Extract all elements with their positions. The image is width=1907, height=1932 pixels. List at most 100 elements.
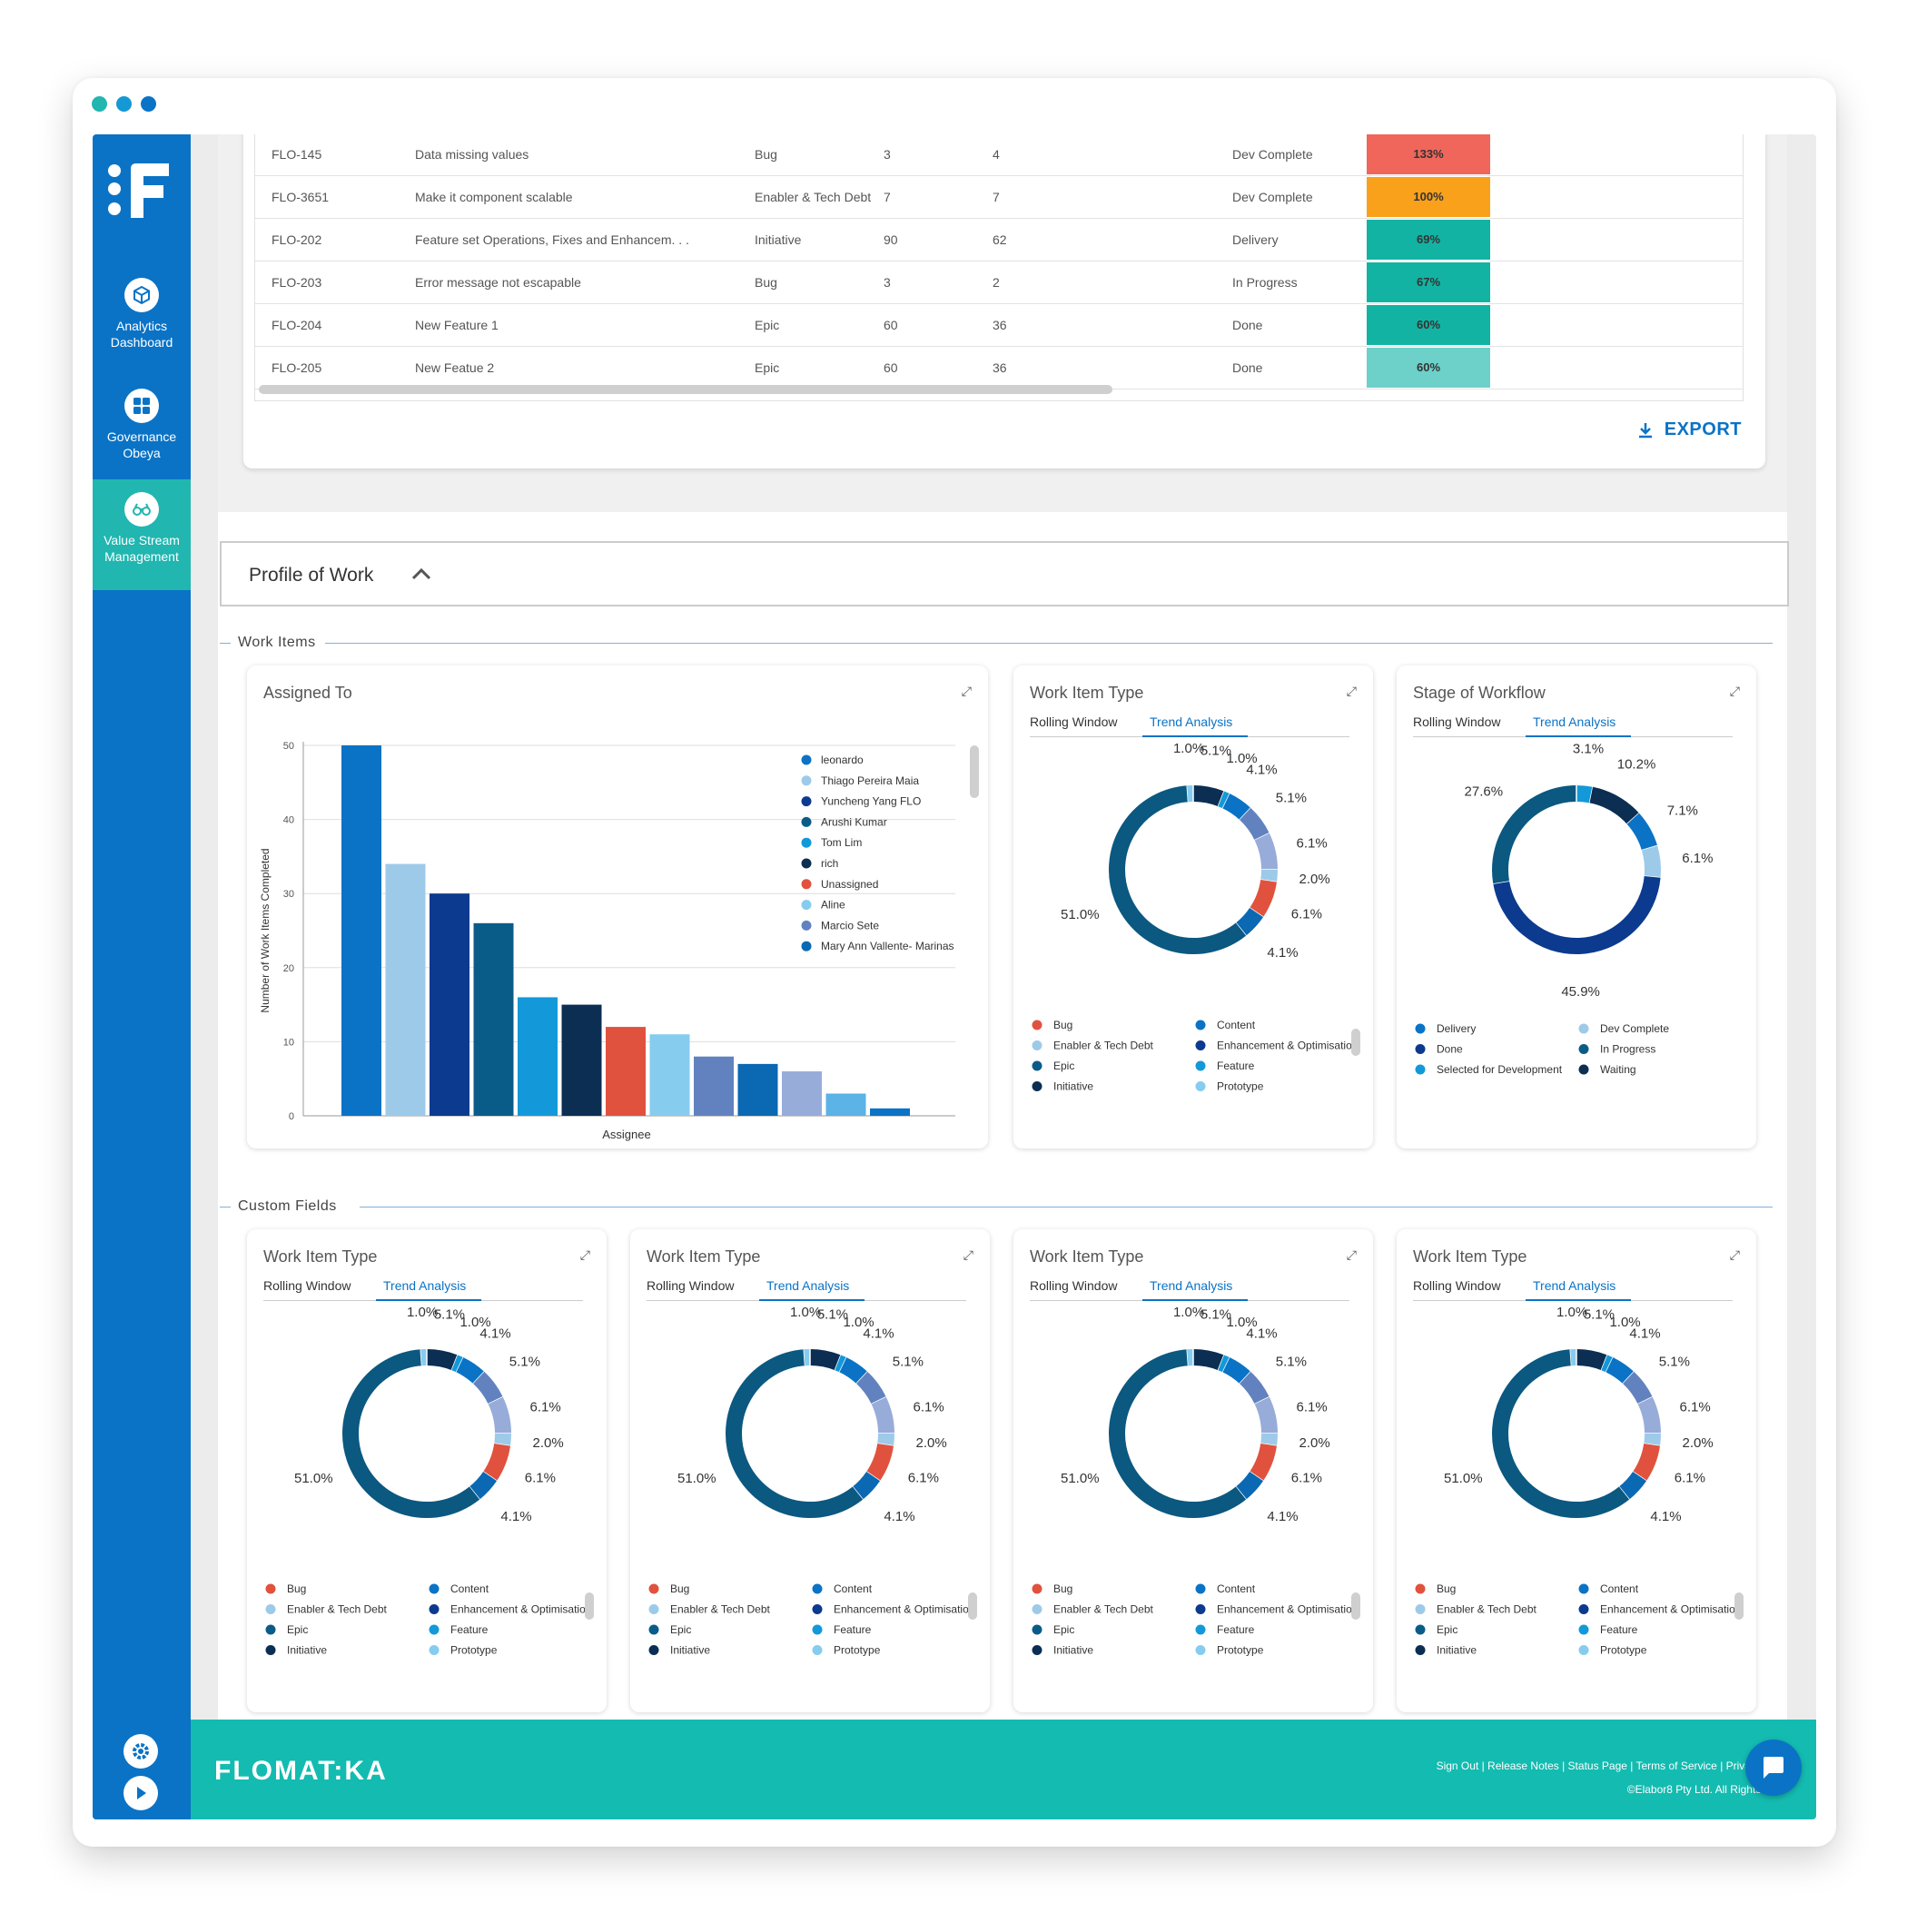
- expand-icon[interactable]: ⤢: [1729, 684, 1740, 698]
- bar[interactable]: [694, 1056, 734, 1116]
- donut-slice[interactable]: [1222, 1357, 1251, 1385]
- donut-slice[interactable]: [456, 1357, 485, 1385]
- expand-icon[interactable]: ⤢: [1729, 1247, 1740, 1262]
- legend-scrollbar[interactable]: [585, 1592, 594, 1620]
- legend-label[interactable]: Enabler & Tech Debt: [1053, 1040, 1154, 1052]
- donut-slice[interactable]: [1641, 845, 1661, 878]
- legend-label[interactable]: Content: [1217, 1582, 1256, 1595]
- legend-label[interactable]: Content: [1600, 1582, 1639, 1595]
- horizontal-scrollbar[interactable]: [259, 385, 1112, 394]
- legend-label[interactable]: Feature: [1217, 1060, 1255, 1072]
- tab-trend-analysis[interactable]: Trend Analysis: [1533, 715, 1616, 729]
- legend-label[interactable]: Dev Complete: [1600, 1022, 1669, 1035]
- profile-of-work-header[interactable]: Profile of Work: [220, 541, 1789, 606]
- donut-slice[interactable]: [426, 1349, 459, 1371]
- legend-label[interactable]: Epic: [1053, 1623, 1074, 1636]
- legend-label[interactable]: Prototype: [1600, 1644, 1647, 1657]
- tab-rolling-window[interactable]: Rolling Window: [1413, 715, 1501, 729]
- legend-label[interactable]: rich: [821, 857, 838, 870]
- tab-rolling-window[interactable]: Rolling Window: [1413, 1278, 1501, 1293]
- flomatika-logo-icon[interactable]: [107, 162, 174, 220]
- legend-scrollbar[interactable]: [1734, 1592, 1744, 1620]
- tab-trend-analysis[interactable]: Trend Analysis: [1150, 1278, 1233, 1293]
- expand-icon[interactable]: ⤢: [1346, 684, 1357, 698]
- tab-trend-analysis[interactable]: Trend Analysis: [766, 1278, 850, 1293]
- legend-label[interactable]: Selected for Development: [1437, 1063, 1563, 1076]
- legend-label[interactable]: Bug: [287, 1582, 306, 1595]
- donut-slice[interactable]: [1218, 1355, 1230, 1373]
- donut-slice[interactable]: [1249, 1443, 1277, 1482]
- table-row[interactable]: FLO-203 Error message not escapable Bug 3 2 I…: [255, 262, 1743, 304]
- donut-slice[interactable]: [1632, 1443, 1660, 1482]
- tab-trend-analysis[interactable]: Trend Analysis: [1150, 715, 1233, 729]
- donut-slice[interactable]: [451, 1355, 464, 1373]
- legend-label[interactable]: Enhancement & Optimisation: [1600, 1603, 1741, 1616]
- sidebar-item-governance-obeya[interactable]: Governance Obeya: [93, 381, 191, 492]
- donut-slice[interactable]: [1239, 807, 1270, 841]
- donut-slice[interactable]: [1260, 869, 1278, 882]
- expand-icon[interactable]: ⤢: [579, 1247, 590, 1262]
- legend-label[interactable]: Thiago Pereira Maia: [821, 774, 919, 787]
- legend-label[interactable]: Bug: [1437, 1582, 1456, 1595]
- legend-label[interactable]: Marcio Sete: [821, 919, 879, 932]
- legend-label[interactable]: In Progress: [1600, 1043, 1655, 1056]
- legend-label[interactable]: Initiative: [1053, 1644, 1093, 1657]
- bar[interactable]: [518, 997, 558, 1116]
- expand-icon[interactable]: ⤢: [963, 1247, 973, 1262]
- legend-label[interactable]: Mary Ann Vallente- Marinas: [821, 940, 954, 952]
- donut-slice[interactable]: [1493, 875, 1661, 954]
- bar[interactable]: [430, 893, 469, 1116]
- donut-slice[interactable]: [835, 1355, 847, 1373]
- bar[interactable]: [825, 1093, 866, 1116]
- donut-slice[interactable]: [1218, 791, 1230, 809]
- legend-label[interactable]: Prototype: [450, 1644, 498, 1657]
- legend-label[interactable]: Content: [1217, 1019, 1256, 1031]
- legend-label[interactable]: Feature: [834, 1623, 872, 1636]
- window-dot[interactable]: [116, 96, 132, 112]
- bar[interactable]: [473, 922, 514, 1116]
- donut-slice[interactable]: [1254, 1396, 1278, 1434]
- donut-slice[interactable]: [482, 1443, 510, 1482]
- legend-label[interactable]: Enabler & Tech Debt: [1053, 1603, 1154, 1616]
- tab-rolling-window[interactable]: Rolling Window: [1030, 715, 1118, 729]
- legend-label[interactable]: Enabler & Tech Debt: [287, 1603, 388, 1616]
- legend-label[interactable]: Prototype: [1217, 1080, 1264, 1093]
- legend-label[interactable]: Enhancement & Optimisation: [450, 1603, 591, 1616]
- donut-slice[interactable]: [342, 1349, 480, 1518]
- legend-label[interactable]: Enhancement & Optimisation: [1217, 1040, 1358, 1052]
- donut-slice[interactable]: [852, 1471, 881, 1500]
- legend-label[interactable]: Feature: [1600, 1623, 1638, 1636]
- legend-label[interactable]: Enabler & Tech Debt: [670, 1603, 771, 1616]
- donut-slice[interactable]: [1622, 1371, 1653, 1405]
- donut-slice[interactable]: [1626, 813, 1658, 851]
- donut-slice[interactable]: [1239, 1371, 1270, 1405]
- donut-slice[interactable]: [1249, 879, 1277, 918]
- expand-icon[interactable]: ⤢: [1346, 1247, 1357, 1262]
- donut-slice[interactable]: [1254, 833, 1278, 871]
- window-dot[interactable]: [141, 96, 156, 112]
- legend-label[interactable]: Prototype: [834, 1644, 881, 1657]
- legend-label[interactable]: Arushi Kumar: [821, 815, 887, 828]
- donut-slice[interactable]: [488, 1396, 511, 1434]
- donut-slice[interactable]: [809, 1349, 842, 1371]
- donut-slice[interactable]: [1235, 907, 1264, 936]
- legend-label[interactable]: Epic: [1437, 1623, 1457, 1636]
- donut-slice[interactable]: [1601, 1355, 1614, 1373]
- tab-trend-analysis[interactable]: Trend Analysis: [383, 1278, 467, 1293]
- export-button[interactable]: EXPORT: [1637, 419, 1742, 440]
- legend-label[interactable]: Enhancement & Optimisation: [834, 1603, 974, 1616]
- legend-label[interactable]: Tom Lim: [821, 836, 862, 849]
- donut-slice[interactable]: [1589, 786, 1639, 824]
- tab-rolling-window[interactable]: Rolling Window: [1030, 1278, 1118, 1293]
- table-row[interactable]: FLO-3651 Make it component scalable Enable…: [255, 177, 1743, 219]
- legend-label[interactable]: Bug: [670, 1582, 689, 1595]
- donut-slice[interactable]: [1192, 785, 1225, 807]
- donut-slice[interactable]: [494, 1433, 511, 1446]
- legend-label[interactable]: Content: [450, 1582, 489, 1595]
- donut-slice[interactable]: [1260, 1433, 1278, 1446]
- legend-label[interactable]: Done: [1437, 1043, 1463, 1056]
- donut-slice[interactable]: [1192, 1349, 1225, 1371]
- bar[interactable]: [782, 1071, 822, 1116]
- legend-label[interactable]: Enabler & Tech Debt: [1437, 1603, 1537, 1616]
- donut-slice[interactable]: [1576, 1349, 1608, 1371]
